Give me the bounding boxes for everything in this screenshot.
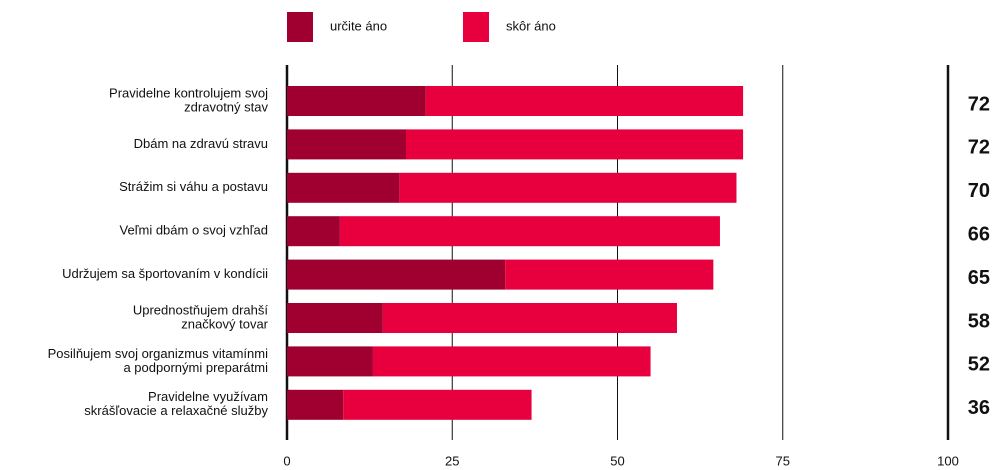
category-label: Udržujem sa športovaním v kondícii xyxy=(62,266,268,281)
x-tick-label: 25 xyxy=(445,453,459,468)
bar-segment xyxy=(287,129,406,160)
legend-label: skôr áno xyxy=(506,18,556,33)
bar-segment xyxy=(339,216,720,247)
bar-segment xyxy=(287,389,344,420)
bar-segment xyxy=(343,389,532,420)
x-tick-label: 0 xyxy=(283,453,290,468)
bar-segment xyxy=(372,346,651,377)
category-label: Dbám na zdravú stravu xyxy=(134,136,268,151)
bar-segment xyxy=(287,216,340,247)
legend-label: určite áno xyxy=(330,18,387,33)
x-tick-label: 50 xyxy=(610,453,624,468)
legend-swatch xyxy=(287,12,313,42)
category-label: Pravidelne využívam xyxy=(148,389,268,404)
total-label: 52 xyxy=(968,354,990,376)
category-label: skrášľovacie a relaxačné služby xyxy=(84,403,268,418)
total-label: 72 xyxy=(968,137,990,159)
category-label: Veľmi dbám o svoj vzhľad xyxy=(120,223,268,238)
bar-segment xyxy=(399,172,737,203)
bar-segment xyxy=(287,86,426,116)
total-label: 66 xyxy=(968,223,990,245)
total-label: 36 xyxy=(968,397,990,419)
category-label: Strážim si váhu a postavu xyxy=(119,179,268,194)
bar-segment xyxy=(287,303,383,333)
category-label: Posilňujem svoj organizmus vitamínmi xyxy=(48,346,268,361)
category-label: značkový tovar xyxy=(181,316,268,331)
bar-segment xyxy=(287,172,400,203)
total-label: 58 xyxy=(968,310,990,332)
bar-segment xyxy=(382,303,677,333)
bar-segment xyxy=(287,346,373,377)
total-label: 65 xyxy=(968,267,990,289)
bar-segment xyxy=(405,129,744,160)
category-label: zdravotný stav xyxy=(184,99,268,114)
legend-swatch xyxy=(463,12,489,42)
x-tick-label: 100 xyxy=(937,453,959,468)
total-label: 70 xyxy=(968,180,990,202)
total-label: 72 xyxy=(968,93,990,115)
category-label: Uprednostňujem drahší xyxy=(133,302,269,317)
bar-segment xyxy=(287,259,506,290)
category-label: a podpornými preparátmi xyxy=(123,360,268,375)
bar-segment xyxy=(505,259,714,290)
bar-segment xyxy=(425,86,744,116)
x-tick-label: 75 xyxy=(776,453,790,468)
category-label: Pravidelne kontrolujem svoj xyxy=(109,85,268,100)
